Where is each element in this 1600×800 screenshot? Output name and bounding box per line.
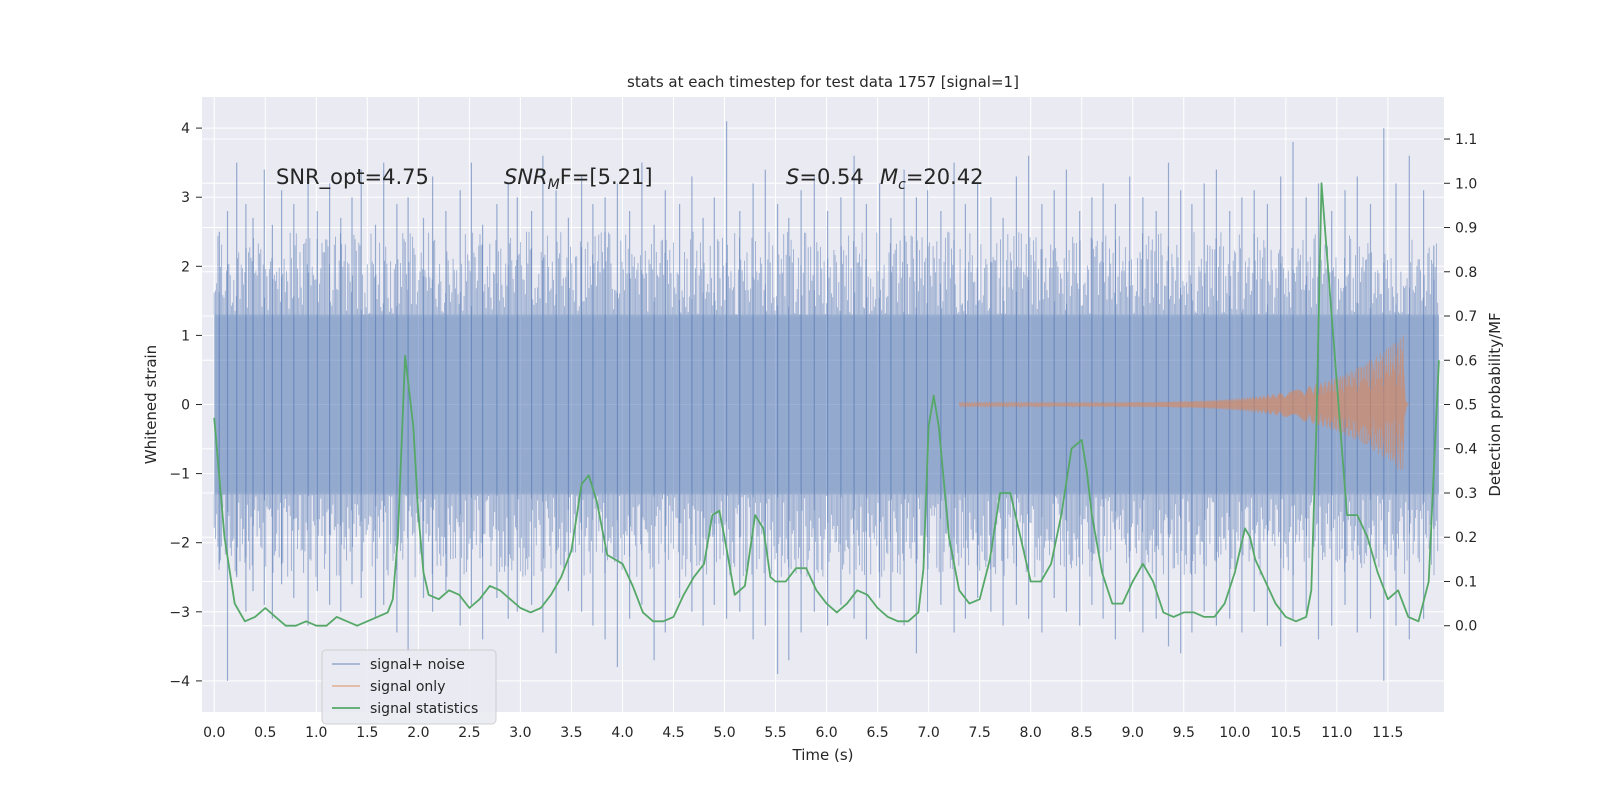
x-tick-label: 10.0: [1219, 725, 1250, 741]
x-tick-label: 9.0: [1122, 725, 1144, 741]
y-tick-label-right: 0.8: [1455, 265, 1477, 281]
snr-mf-rest: F=[5.21]: [560, 165, 653, 189]
annotations: SNR_opt=4.75 SNRMF=[5.21] S=0.54 Mc=20.4…: [276, 165, 984, 193]
snr-mf-name: SNR: [504, 165, 548, 189]
x-tick-label: 5.5: [764, 725, 786, 741]
y-tick-label-right: 1.1: [1455, 132, 1477, 148]
snr-mf-sub: M: [548, 177, 560, 193]
y-tick-label-left: 0: [181, 398, 190, 414]
y-tick-label-right: 0.7: [1455, 309, 1477, 325]
y-tick-label-right: 0.2: [1455, 530, 1477, 546]
signal-noise-spikes: [218, 121, 1435, 681]
y-tick-label-left: 2: [181, 259, 190, 275]
y-tick-label-left: 4: [181, 121, 190, 137]
legend-label-signal-noise: signal+ noise: [370, 657, 465, 673]
x-tick-label: 2.5: [458, 725, 480, 741]
x-tick-label: 11.5: [1372, 725, 1403, 741]
x-tick-label: 4.5: [662, 725, 684, 741]
signal-noise-texture: [213, 231, 1439, 578]
x-tick-label: 5.0: [713, 725, 735, 741]
y-tick-label-right: 0.9: [1455, 221, 1477, 237]
signal-statistics-series: [213, 182, 1440, 627]
mc-name: M: [880, 165, 898, 189]
x-tick-label: 7.0: [917, 725, 939, 741]
y-tick-label-right: 0.1: [1455, 574, 1477, 590]
x-tick-label: 6.0: [815, 725, 837, 741]
mc-value: =20.42: [906, 165, 984, 189]
x-tick-label: 11.0: [1321, 725, 1352, 741]
s-value: =0.54: [799, 165, 863, 189]
x-tick-label: 1.5: [356, 725, 378, 741]
annotation-mc: Mc=20.42: [880, 165, 984, 193]
x-tick-label: 8.5: [1071, 725, 1093, 741]
x-tick-label: 0.0: [203, 725, 225, 741]
x-tick-label: 8.0: [1020, 725, 1042, 741]
y-tick-label-left: −2: [169, 536, 190, 552]
y-tick-label-left: −4: [169, 674, 190, 690]
axis-ticks: 0.0 0.5 1.0 1.5 2.0 2.5 3.0 3.5 4.0 4.5 5.0 5.5 6.0 6…: [169, 121, 1477, 741]
legend: signal+ noise signal only signal statist…: [321, 649, 497, 725]
signal-statistics-line: [213, 182, 1440, 627]
x-tick-label: 9.5: [1173, 725, 1195, 741]
y-tick-label-right: 0.6: [1455, 353, 1477, 369]
x-tick-label: 0.5: [254, 725, 276, 741]
annotation-s: S=0.54: [786, 165, 864, 189]
x-tick-label: 3.5: [560, 725, 582, 741]
y-tick-label-right: 0.3: [1455, 486, 1477, 502]
legend-label-signal-only: signal only: [370, 679, 445, 695]
y-tick-label-left: 1: [181, 328, 190, 344]
s-name: S: [786, 165, 799, 189]
annotation-snr-opt: SNR_opt=4.75: [276, 165, 429, 190]
y-tick-label-left: −1: [169, 467, 190, 483]
left-y-axis-label: Whitened strain: [142, 345, 160, 464]
y-tick-label-right: 0.5: [1455, 398, 1477, 414]
x-tick-label: 1.0: [305, 725, 327, 741]
annotation-snr-mf: SNRMF=[5.21]: [504, 165, 653, 193]
x-axis-label: Time (s): [792, 746, 854, 764]
x-tick-label: 2.0: [407, 725, 429, 741]
mc-sub: c: [898, 177, 906, 193]
x-tick-label: 10.5: [1270, 725, 1301, 741]
x-tick-label: 7.5: [969, 725, 991, 741]
x-tick-label: 4.0: [611, 725, 633, 741]
right-y-axis-label: Detection probability/MF: [1486, 312, 1504, 496]
x-tick-label: 6.5: [866, 725, 888, 741]
y-tick-label-right: 1.0: [1455, 176, 1477, 192]
y-tick-label-right: 0.0: [1455, 619, 1477, 635]
legend-box: [321, 649, 497, 725]
x-tick-label: 3.0: [509, 725, 531, 741]
legend-label-signal-statistics: signal statistics: [370, 701, 478, 717]
y-tick-label-left: 3: [181, 190, 190, 206]
y-tick-label-right: 0.4: [1455, 442, 1477, 458]
y-tick-label-left: −3: [169, 605, 190, 621]
chart-title: stats at each timestep for test data 175…: [627, 73, 1019, 91]
